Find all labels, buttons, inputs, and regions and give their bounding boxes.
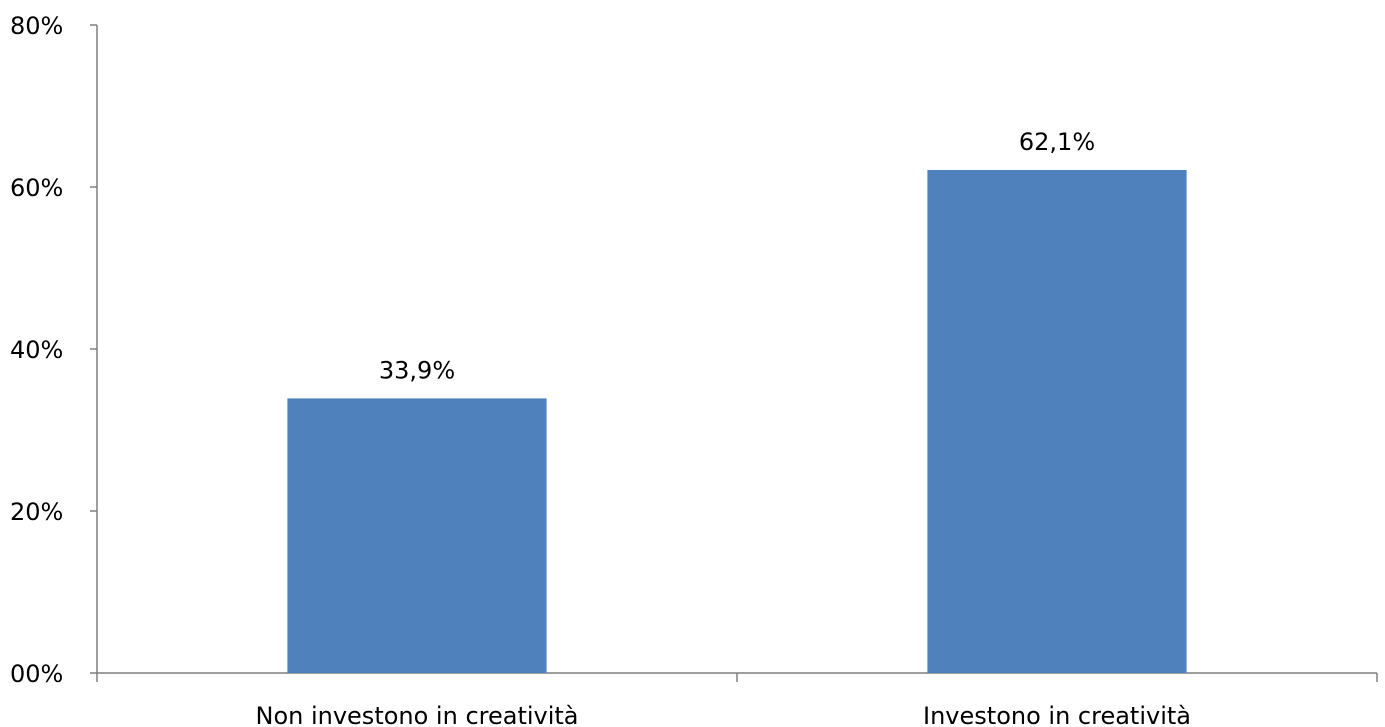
x-tick-label: Non investono in creatività [255, 702, 578, 727]
bar [287, 398, 547, 673]
bar-value-label: 33,9% [379, 356, 455, 384]
y-axis: 00% 20% 40% 60% 80% [10, 12, 98, 688]
bar [927, 169, 1187, 674]
y-tick-label: 40% [10, 336, 63, 364]
bars [287, 169, 1187, 674]
y-tick-label: 60% [10, 174, 63, 202]
x-axis: Non investono in creatività Investono in … [96, 672, 1378, 727]
bar-value-label: 62,1% [1019, 128, 1095, 156]
x-tick-label: Investono in creatività [923, 702, 1191, 727]
y-tick-label: 20% [10, 498, 63, 526]
y-tick-label: 80% [10, 12, 63, 40]
y-tick-label: 00% [10, 660, 63, 688]
data-labels: 33,9% 62,1% [379, 128, 1095, 384]
